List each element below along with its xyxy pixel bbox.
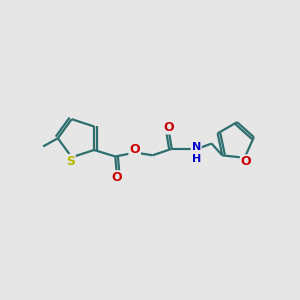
Text: O: O: [129, 142, 140, 156]
Text: S: S: [66, 155, 75, 168]
Text: N
H: N H: [192, 142, 201, 164]
Text: O: O: [111, 171, 122, 184]
Text: O: O: [241, 155, 251, 168]
Text: O: O: [164, 121, 174, 134]
